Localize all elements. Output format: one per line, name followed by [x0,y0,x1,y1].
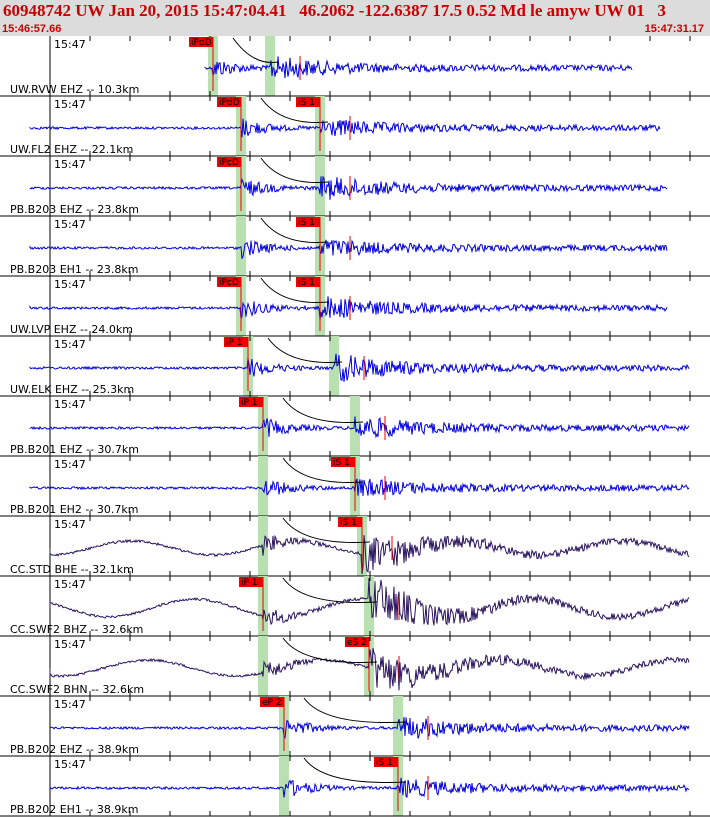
arrival-curve [232,37,279,63]
station-label: CC.SWF2 BHN -- 32.6km [10,683,144,696]
p-pick-box [189,37,213,47]
arrival-curve [282,397,364,423]
window-start-time: 15:46:57.66 [2,23,62,35]
station-label: UW.LVP EHZ -- 24.0km [10,323,133,336]
p-pick-box [217,277,241,287]
waveform [29,175,668,200]
s-window [350,396,360,456]
event-header: 60948742 UW Jan 20, 2015 15:47:04.41 46.… [0,0,710,36]
p-pick-label: iP 1 [241,398,258,408]
s-pick-box [345,637,369,647]
p-pick-label: iP 1 [226,338,243,348]
minute-label: 15:47 [54,518,86,531]
s-window [364,576,374,636]
p-pick-box [260,697,284,707]
station-label: PB.B203 EHZ -- 23.8km [10,203,139,216]
p-pick-box [217,157,241,167]
s-pick-label: iS 1 [333,458,350,468]
s-pick-box [296,97,320,107]
station-label: CC.STD BHE -- 32.1km [10,563,134,576]
minute-label: 15:47 [54,158,86,171]
waveform [29,118,661,138]
s-pick-label: iS 1 [340,518,357,528]
arrival-curve [267,337,343,363]
p-pick-label: eP 2 [262,698,282,708]
waveform [29,239,668,259]
p-window [236,216,246,276]
p-pick-box [239,577,263,587]
minute-label: 15:47 [54,38,86,51]
p-window [258,636,268,696]
minute-label: 15:47 [54,758,86,771]
minute-label: 15:47 [54,218,86,231]
waveform [49,716,690,739]
waveform [29,353,690,382]
arrival-curve [282,517,371,543]
p-pick-box [224,337,248,347]
minute-label: 15:47 [54,398,86,411]
trace-panel[interactable]: 15:47 iPdD UW.RVW EHZ -- 10.3km 15:47 iPdD iS… [0,36,710,818]
s-pick-box [374,757,398,767]
arrival-curve [260,157,329,183]
minute-label: 15:47 [54,458,86,471]
p-window [258,456,268,516]
station-label: PB.B202 EHZ -- 38.9km [10,743,139,756]
s-pick-label: eS 2 [347,638,367,648]
waveform [49,577,690,626]
station-label: PB.B203 EH1 -- 23.8km [10,263,138,276]
minute-label: 15:47 [54,698,86,711]
station-label: PB.B201 EH2 -- 30.7km [10,503,138,516]
waveform [29,416,690,439]
s-pick-box [338,517,362,527]
arrival-curve [303,697,407,723]
station-label: UW.RVW EHZ -- 10.3km [10,83,139,96]
arrival-curve [282,457,364,483]
s-pick-box [331,457,355,467]
p-pick-label: iPdD [191,38,212,48]
minute-label: 15:47 [54,278,86,291]
p-pick-label: iPcD [219,158,239,168]
minute-label: 15:47 [54,638,86,651]
waveform [49,534,690,575]
s-pick-label: iS 1 [298,218,315,228]
s-pick-label: iS 1 [298,98,315,108]
p-pick-label: iPdD [219,98,240,108]
waveform [29,296,668,321]
p-window [279,756,289,816]
event-title: 60948742 UW Jan 20, 2015 15:47:04.41 46.… [3,1,666,20]
minute-label: 15:47 [54,578,86,591]
arrival-curve [282,577,378,603]
s-window [393,696,403,756]
window-end-time: 15:47:31.17 [644,23,704,35]
p-pick-box [239,397,263,407]
station-label: PB.B202 EH1 -- 38.9km [10,803,138,816]
station-label: UW.FL2 EHZ -- 22.1km [10,143,133,156]
arrival-curve [282,637,378,663]
p-pick-label: iPcD [219,278,239,288]
s-pick-box [296,277,320,287]
s-pick-box [296,217,320,227]
station-label: CC.SWF2 BHZ -- 32.6km [10,623,143,636]
station-label: PB.B201 EHZ -- 30.7km [10,443,139,456]
waveform [29,478,690,497]
p-window [258,516,268,576]
p-pick-box [217,97,241,107]
p-pick-label: iP 1 [241,578,258,588]
minute-label: 15:47 [54,98,86,111]
s-pick-label: iS 1 [298,278,315,288]
station-label: UW.ELK EHZ -- 25.3km [10,383,134,396]
waveform [204,56,633,79]
s-pick-label: iS 1 [376,758,393,768]
minute-label: 15:47 [54,338,86,351]
waveform [49,777,690,799]
arrival-curve [303,757,407,783]
